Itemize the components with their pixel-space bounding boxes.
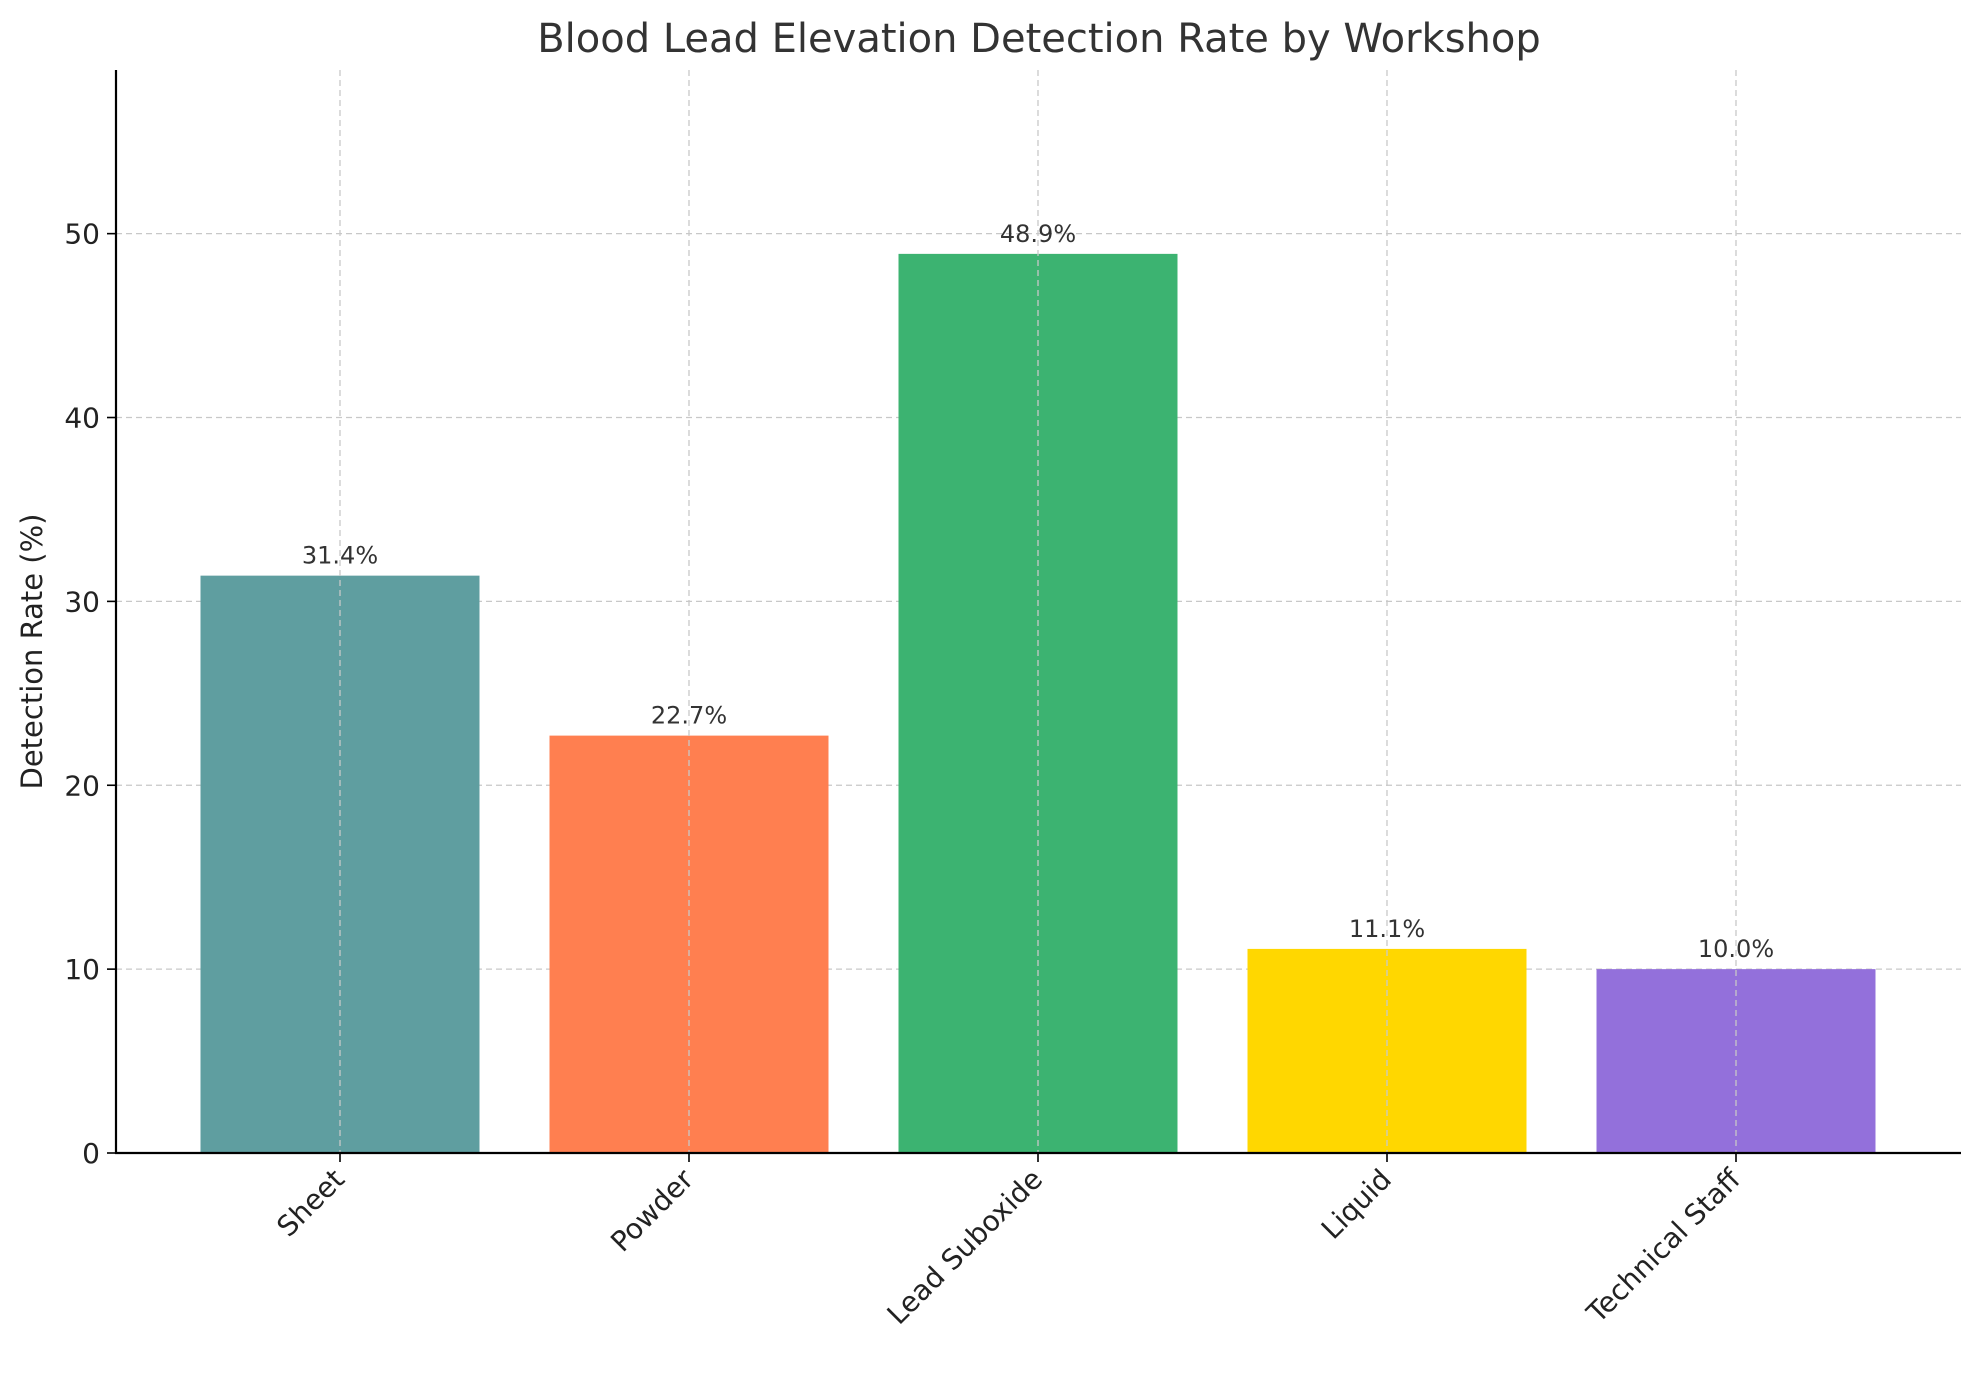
bar-value-label: 22.7%	[651, 702, 727, 730]
x-tick-label: Technical Staff	[1580, 1162, 1748, 1330]
x-axis-ticks: Sheet Powder Lead Suboxide Liquid Technical …	[270, 1153, 1747, 1331]
x-tick-label: Liquid	[1315, 1163, 1398, 1246]
y-tick-label: 50	[64, 218, 100, 251]
bar-value-labels: 31.4% 22.7% 48.9% 11.1% 10.0%	[302, 220, 1774, 963]
y-axis-label: Detection Rate (%)	[15, 514, 49, 790]
bar-value-label: 10.0%	[1698, 935, 1774, 963]
y-tick-label: 20	[64, 769, 100, 802]
x-tick-label: Lead Suboxide	[881, 1163, 1049, 1331]
x-tick-label: Powder	[604, 1162, 700, 1258]
y-tick-label: 40	[64, 402, 100, 435]
y-tick-label: 10	[64, 953, 100, 986]
y-tick-label: 30	[64, 585, 100, 618]
bar-value-label: 31.4%	[302, 542, 378, 570]
y-axis-ticks: 0 10 20 30 40 50	[64, 218, 116, 1170]
y-tick-label: 0	[82, 1137, 100, 1170]
bar-value-label: 48.9%	[1000, 220, 1076, 248]
bars	[200, 253, 1876, 1153]
bar-value-label: 11.1%	[1349, 915, 1425, 943]
chart-title: Blood Lead Elevation Detection Rate by W…	[537, 16, 1541, 62]
x-tick-label: Sheet	[270, 1163, 351, 1244]
